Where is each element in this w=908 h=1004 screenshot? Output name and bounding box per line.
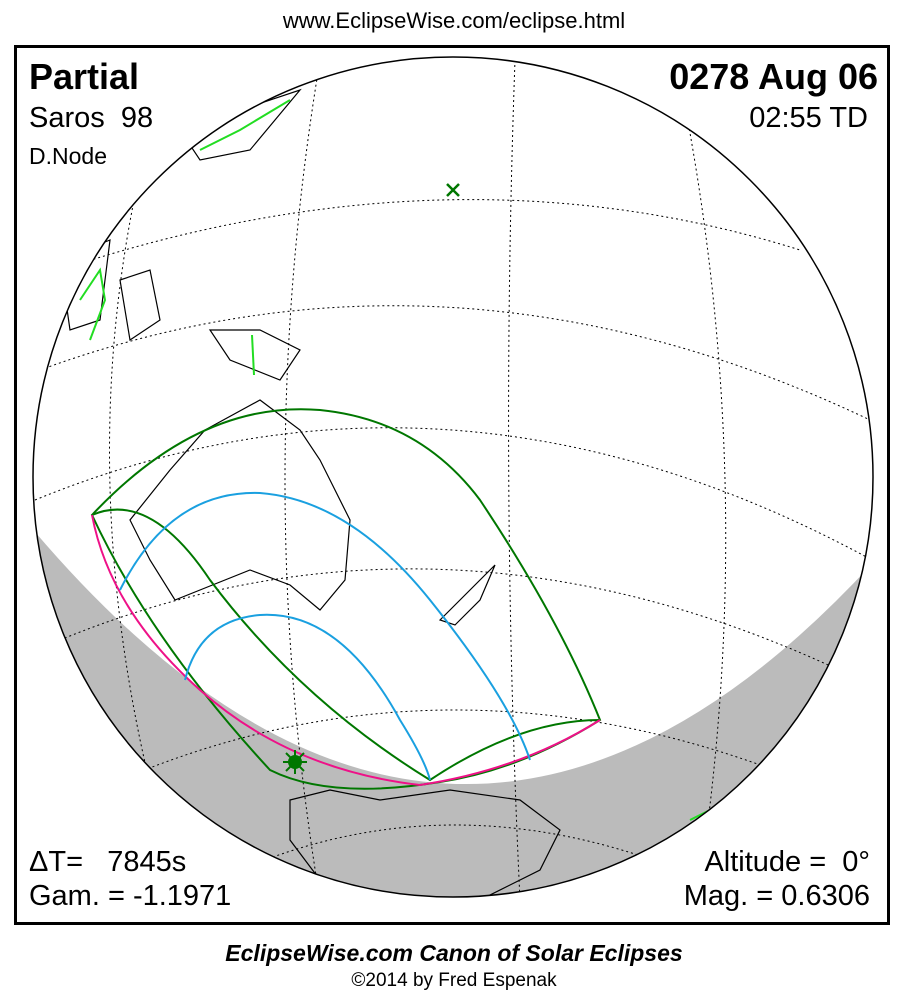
sub-solar-x-icon: [446, 183, 460, 197]
eclipse-type: Partial: [29, 56, 140, 97]
map-frame: [14, 45, 890, 925]
node: D.Node: [29, 143, 107, 169]
greatest-eclipse-star-icon: [283, 750, 307, 774]
inner-limit-curve: [91, 508, 601, 782]
eclipse-time: 02:55 TD: [749, 102, 868, 134]
eclipse-date: 0278 Aug 06: [669, 56, 878, 97]
delta-t: ΔT= 7845s: [29, 846, 187, 878]
magnitude: Mag. = 0.6306: [683, 880, 870, 912]
magnitude-curve-1: [119, 491, 531, 761]
night-region: [33, 520, 873, 897]
url-header: www.EclipseWise.com/eclipse.html: [282, 8, 626, 33]
altitude: Altitude = 0°: [704, 846, 870, 878]
saros-number: Saros 98: [29, 102, 154, 134]
footer-title: EclipseWise.com Canon of Solar Eclipses: [225, 940, 683, 966]
magnitude-curve-2: [184, 613, 431, 781]
globe: [33, 57, 873, 897]
sunrise-sunset-curve: [91, 514, 601, 787]
gamma: Gam. = -1.1971: [29, 880, 232, 912]
footer-copyright: ©2014 by Fred Espenak: [351, 970, 557, 991]
